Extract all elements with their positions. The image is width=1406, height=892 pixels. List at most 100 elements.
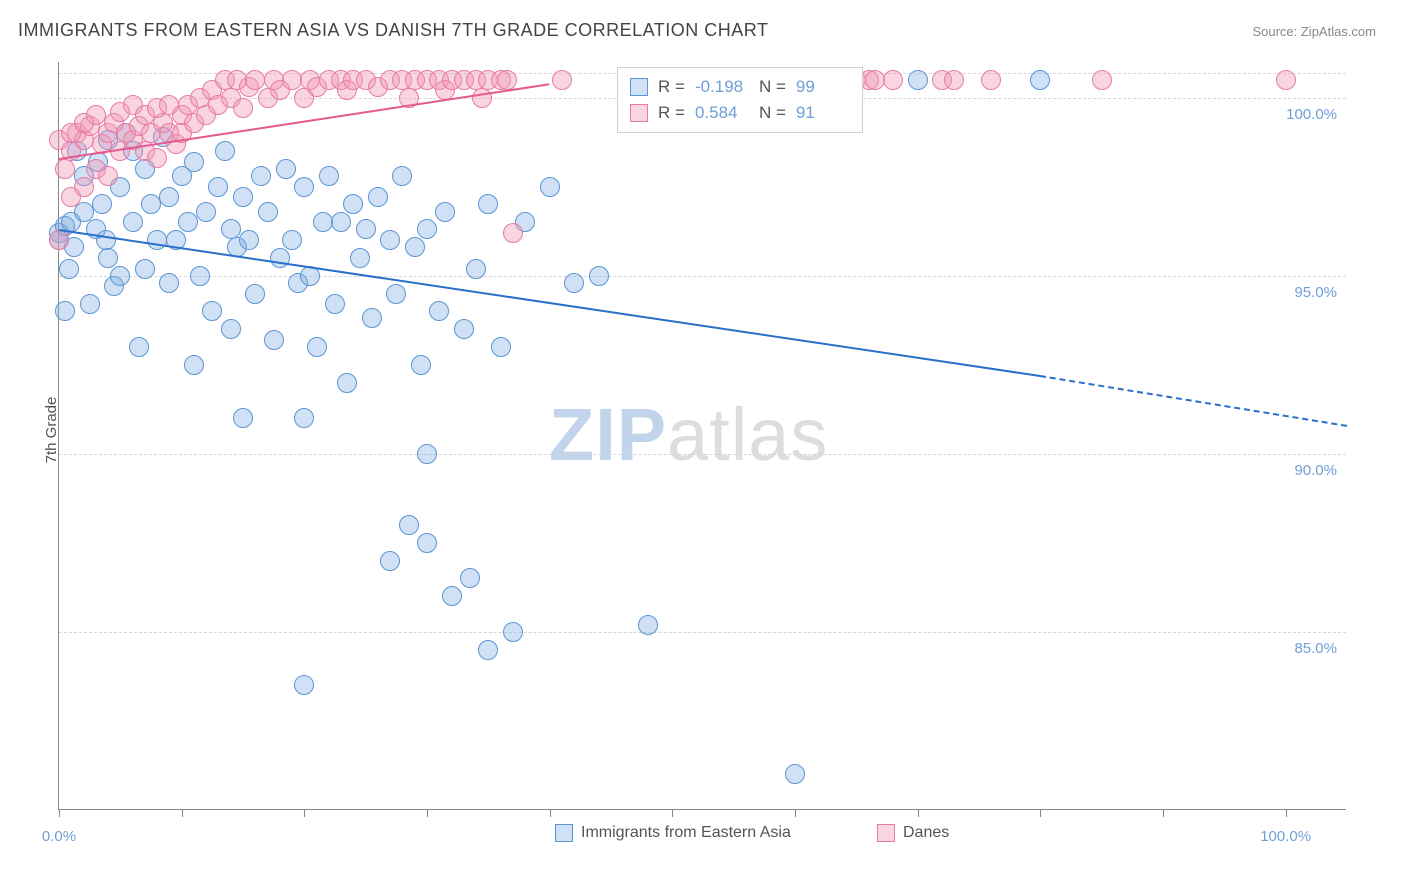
stats-legend-row: R =-0.198N =99 [630,74,850,100]
source-attribution: Source: ZipAtlas.com [1252,24,1376,39]
data-point [491,337,511,357]
data-point [233,98,253,118]
y-tick-label: 100.0% [1277,106,1337,123]
data-point [110,266,130,286]
data-point [368,187,388,207]
data-point [503,622,523,642]
data-point [294,408,314,428]
data-point [356,219,376,239]
data-point [282,70,302,90]
data-point [294,675,314,695]
data-point [399,515,419,535]
data-point [472,88,492,108]
data-point [245,70,265,90]
n-label: N = [759,74,786,100]
data-point [478,194,498,214]
data-point [147,148,167,168]
data-point [184,355,204,375]
data-point [141,194,161,214]
data-point [294,177,314,197]
data-point [380,230,400,250]
data-point [981,70,1001,90]
stats-legend: R =-0.198N =99R =0.584N =91 [617,67,863,133]
x-tick [795,809,796,817]
data-point [245,284,265,304]
stats-legend-row: R = 0.584 N = 91 [630,100,850,126]
scatter-plot: ZIPatlas 85.0%90.0%95.0%100.0%0.0%100.0% [58,62,1346,810]
data-point [282,230,302,250]
data-point [239,230,259,250]
data-point [258,202,278,222]
data-point [1030,70,1050,90]
data-point [74,113,94,133]
data-point [233,187,253,207]
data-point [184,152,204,172]
data-point [944,70,964,90]
data-point [147,230,167,250]
data-point [1092,70,1112,90]
y-tick-label: 90.0% [1277,462,1337,479]
data-point [159,273,179,293]
x-tick [59,809,60,817]
data-point [98,248,118,268]
data-point [129,337,149,357]
gridline [59,632,1346,633]
chart-title: IMMIGRANTS FROM EASTERN ASIA VS DANISH 7… [18,20,768,41]
data-point [466,259,486,279]
data-point [478,640,498,660]
x-tick-label: 100.0% [1260,828,1311,845]
y-tick-label: 85.0% [1277,640,1337,657]
data-point [540,177,560,197]
data-point [49,230,69,250]
data-point [331,212,351,232]
source-name: ZipAtlas.com [1301,24,1376,39]
series-legend-item: Danes [877,824,949,842]
data-point [386,284,406,304]
x-tick [182,809,183,817]
data-point [264,330,284,350]
r-value: 0.584 [695,100,749,126]
r-label: R = [658,100,685,126]
data-point [325,294,345,314]
data-point [307,337,327,357]
data-point [392,166,412,186]
data-point [159,187,179,207]
x-tick [1040,809,1041,817]
watermark-zip: ZIP [549,393,667,476]
data-point [319,166,339,186]
watermark-atlas: atlas [667,393,828,476]
data-point [178,212,198,232]
data-point [74,177,94,197]
legend-label: Danes [903,824,949,842]
data-point [589,266,609,286]
x-tick-label: 0.0% [42,828,76,845]
data-point [503,223,523,243]
n-value: 99 [796,74,850,100]
data-point [196,202,216,222]
data-point [417,444,437,464]
n-label: N = [759,100,786,126]
watermark: ZIPatlas [549,392,828,477]
data-point [350,248,370,268]
data-point [337,373,357,393]
x-tick [550,809,551,817]
legend-swatch [630,78,648,96]
data-point [564,273,584,293]
data-point [135,259,155,279]
n-value: 91 [796,100,850,126]
data-point [190,266,210,286]
data-point [380,551,400,571]
data-point [497,70,517,90]
x-tick [427,809,428,817]
x-tick [672,809,673,817]
data-point [55,159,75,179]
data-point [429,301,449,321]
data-point [638,615,658,635]
data-point [343,194,363,214]
data-point [405,237,425,257]
data-point [313,212,333,232]
data-point [208,177,228,197]
gridline [59,454,1346,455]
r-label: R = [658,74,685,100]
data-point [1276,70,1296,90]
